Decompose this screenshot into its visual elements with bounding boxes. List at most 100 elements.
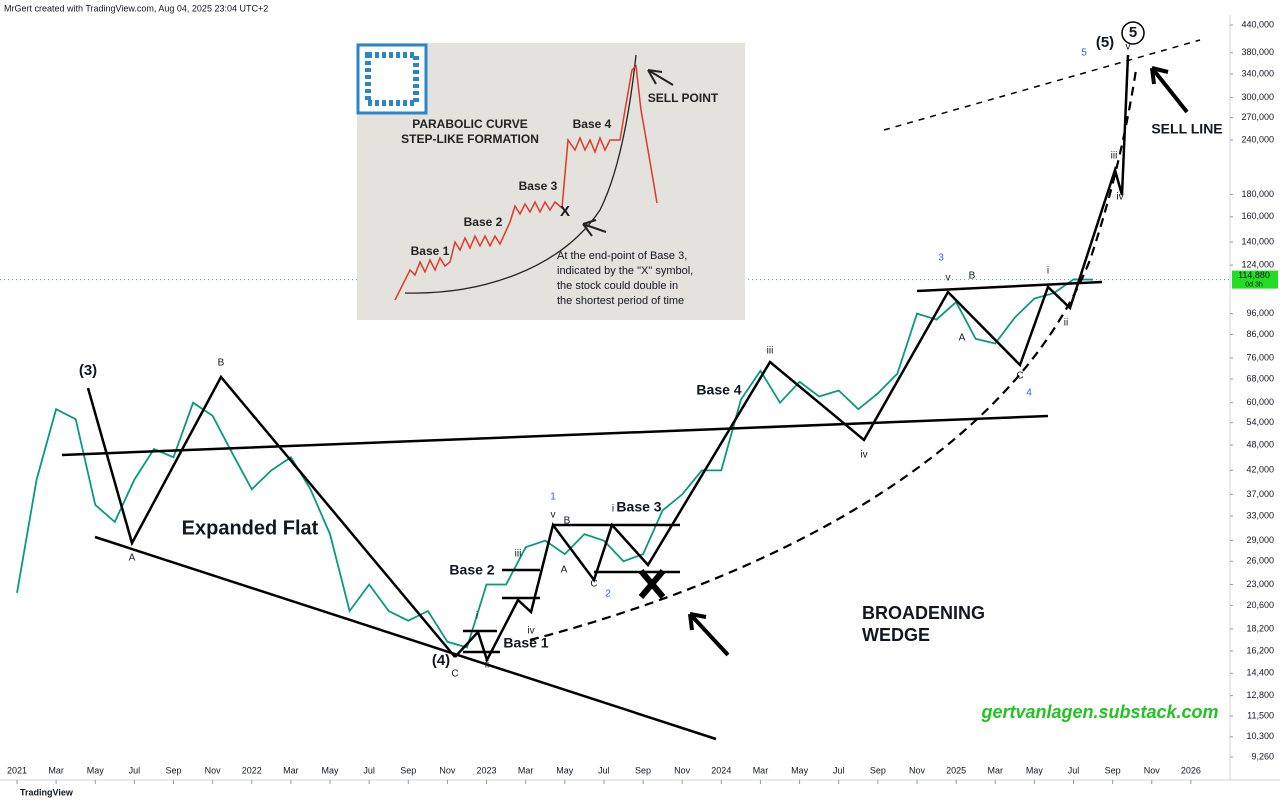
wave-label: v [551, 510, 556, 521]
y-tick-label: 18,200 [1246, 623, 1274, 633]
wave-label-circled: A [561, 565, 568, 576]
y-tick-label: 60,000 [1246, 397, 1274, 407]
wave-label-circled: C [1016, 371, 1023, 382]
inset: PARABOLIC CURVE STEP-LIKE FORMATION Base… [356, 43, 745, 320]
inset-base: Base 2 [464, 215, 503, 229]
base-label: Base 2 [449, 562, 494, 578]
x-tick-label: Mar [518, 765, 534, 775]
wedge-lower [94, 535, 717, 741]
wave-label: iii [767, 346, 774, 357]
x-tick-label: May [791, 765, 809, 775]
trendline [61, 414, 1049, 457]
y-tick-label: 380,000 [1241, 47, 1274, 57]
x-tick-label: Nov [909, 765, 926, 775]
inset-base: Base 1 [411, 244, 450, 258]
sell-arrow [647, 69, 674, 86]
countdown: 0d 3h [1245, 281, 1263, 288]
pattern-label: BROADENING [862, 603, 985, 623]
x-tick-label: Jul [833, 765, 845, 775]
inset-note: indicated by the "X" symbol, [557, 265, 693, 277]
y-tick-label: 240,000 [1241, 134, 1274, 144]
wave-label: (4) [432, 652, 450, 669]
x-tick-label: May [556, 765, 574, 775]
y-tick-label: 68,000 [1246, 373, 1274, 383]
y-tick-label: 140,000 [1241, 236, 1274, 246]
inset-sell: SELL POINT [648, 91, 719, 105]
base-label: Base 4 [696, 382, 741, 398]
y-tick-label: 48,000 [1246, 439, 1274, 449]
x-tick-label: May [87, 765, 105, 775]
arrow [1150, 66, 1189, 114]
x-tick-label: Jul [363, 765, 375, 775]
base-label: Base 1 [503, 635, 548, 651]
wave-label: v [946, 273, 951, 284]
y-tick-label: 23,000 [1246, 579, 1274, 589]
y-tick-label: 180,000 [1241, 189, 1274, 199]
y-tick-label: 29,000 [1246, 535, 1274, 545]
wave-label: A [129, 553, 136, 564]
wave-label-circled: A [959, 333, 966, 344]
wave-label: ii [1064, 318, 1068, 329]
x-tick-label: Nov [1144, 765, 1161, 775]
wave-label: ii [485, 660, 489, 671]
parabola [404, 54, 637, 294]
y-tick-label: 270,000 [1241, 112, 1274, 122]
drawings [61, 21, 1201, 741]
x-tick-label: 2024 [711, 765, 731, 775]
x-tick-label: Jul [598, 765, 610, 775]
inset-base: Base 4 [573, 117, 612, 131]
price-tag-label: 114,880 [1238, 270, 1270, 280]
plot [16, 278, 1094, 649]
x-tick-label: Sep [870, 765, 886, 775]
pattern-label: Expanded Flat [182, 517, 319, 539]
x-tick-label: Sep [166, 765, 182, 775]
x-tick-label: 2025 [946, 765, 966, 775]
y-tick-label: 11,500 [1247, 710, 1274, 720]
annotations: (3) B A Expanded Flat (4) C Base 1 Base … [79, 24, 1223, 722]
arrow [688, 612, 730, 657]
x-arrow [582, 219, 607, 237]
y-tick-label: 33,000 [1246, 510, 1274, 520]
inset-base: Base 3 [519, 179, 558, 193]
inset-x: X [560, 203, 570, 220]
wave-label-circled: 3 [938, 253, 944, 264]
y-tick-label: 16,200 [1246, 645, 1274, 655]
wave-label-circled: B [969, 271, 976, 282]
wave-label: iv [860, 450, 867, 461]
impulse-wave [454, 54, 1130, 664]
wave-label: v [1126, 42, 1131, 53]
price-line [16, 278, 1094, 649]
x-tick-label: Mar [987, 765, 1003, 775]
resistance [916, 280, 1103, 293]
sell-label: SELL LINE [1151, 121, 1222, 137]
x-mark [638, 569, 666, 599]
y-tick-label: 20,600 [1246, 600, 1274, 610]
y-tick-label: 124,000 [1241, 259, 1274, 269]
inset-title: STEP-LIKE FORMATION [401, 132, 539, 146]
y-tick-label: 14,400 [1246, 668, 1274, 678]
x-tick-label: Nov [205, 765, 222, 775]
wave-label: iii [1111, 151, 1118, 162]
inset-title: PARABOLIC CURVE [412, 117, 528, 131]
y-tick-label: 76,000 [1246, 352, 1274, 362]
wave-label-circled: 1 [550, 492, 556, 503]
wave-label-circled: 4 [1026, 388, 1032, 399]
step-curve [394, 64, 658, 301]
wave-label: C [451, 669, 458, 680]
wave-label: 5 [1129, 24, 1137, 41]
wave-label-circled: B [564, 516, 571, 527]
x-tick-label: Jul [129, 765, 141, 775]
wave-label-circled: C [590, 579, 597, 590]
y-tick-label: 9,260 [1251, 751, 1274, 761]
wave-label: B [218, 358, 225, 369]
x-tick-label: Mar [48, 765, 64, 775]
y-tick-label: 440,000 [1241, 19, 1274, 29]
flat-wave [86, 374, 456, 658]
header: MrGert created with TradingView.com, Aug… [4, 3, 268, 13]
watermark: gertvanlagen.substack.com [980, 702, 1218, 722]
y-tick-label: 96,000 [1246, 308, 1274, 318]
wave-label: i [476, 611, 478, 622]
y-tick-label: 86,000 [1246, 329, 1274, 339]
x-tick-label: Nov [439, 765, 456, 775]
